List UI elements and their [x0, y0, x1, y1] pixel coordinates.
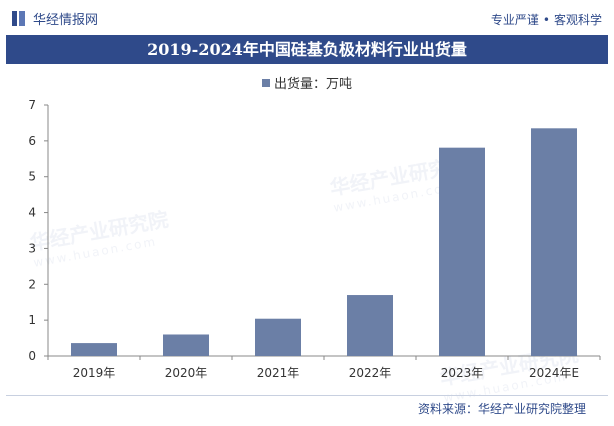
slogan-right: 客观科学 [553, 13, 602, 27]
x-tick-label: 2024年E [529, 366, 579, 380]
brand-logo: 华经情报网 [12, 9, 98, 28]
bar [163, 334, 209, 356]
source-note: 资料来源：华经产业研究院整理 [417, 402, 586, 416]
y-tick-label: 1 [28, 313, 36, 327]
brand-logo-icon [12, 11, 25, 26]
x-tick-label: 2021年 [257, 366, 300, 380]
slogan: 专业严谨 • 客观科学 [491, 11, 602, 28]
x-tick-label: 2020年 [165, 366, 208, 380]
x-tick-label: 2019年 [73, 366, 116, 380]
x-tick-label: 2022年 [349, 366, 392, 380]
bar [347, 295, 393, 356]
slogan-left: 专业严谨 [490, 13, 539, 27]
top-bar: 华经情报网 专业严谨 • 客观科学 [0, 0, 614, 34]
footer-divider [6, 395, 608, 396]
bar [439, 147, 485, 356]
bar [531, 128, 577, 356]
y-tick-label: 3 [28, 241, 36, 255]
legend-swatch [261, 79, 270, 87]
bar [255, 318, 301, 356]
y-tick-label: 6 [28, 134, 36, 148]
legend-label: 出货量：万吨 [273, 77, 352, 92]
legend: 出货量：万吨 [0, 73, 614, 92]
y-tick-label: 4 [28, 206, 36, 220]
bar [71, 343, 117, 356]
slogan-dot: • [542, 13, 550, 27]
y-tick-label: 2 [28, 277, 36, 291]
y-tick-label: 5 [28, 170, 36, 184]
y-tick-label: 0 [28, 349, 36, 363]
chart-title: 2019-2024年中国硅基负极材料行业出货量 [6, 35, 608, 64]
brand-name: 华经情报网 [33, 13, 99, 28]
y-tick-label: 7 [28, 98, 36, 112]
x-tick-label: 2023年 [441, 366, 484, 380]
